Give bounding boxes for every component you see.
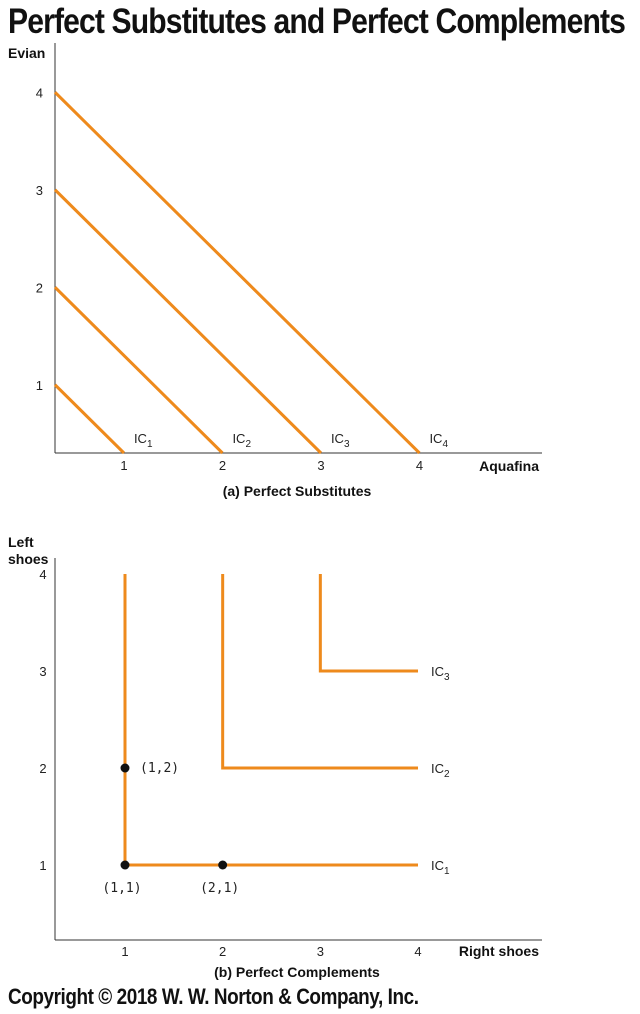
panel-a-x-tick: 3 [317, 458, 324, 473]
panel-a-x-tick: 2 [219, 458, 226, 473]
panel-b-y-label: shoes [8, 551, 49, 567]
panel-b-y-tick: 4 [39, 567, 46, 582]
panel-a-y-tick: 4 [36, 85, 43, 100]
panel-a-y-tick: 3 [36, 183, 43, 198]
panel-b-y-tick: 1 [39, 858, 46, 873]
panel-a-x-tick: 4 [416, 458, 423, 473]
page-title: Perfect Substitutes and Perfect Compleme… [8, 2, 626, 41]
panel-b-point-3 [120, 763, 130, 773]
panel-b-curve-label-1: IC1 [431, 858, 450, 877]
panel-b-x-tick: 3 [317, 944, 324, 959]
panel-b-caption: (b) Perfect Complements [214, 964, 380, 980]
panel-b-x-tick: 2 [219, 944, 226, 959]
panel-b-point-label: (2,1) [200, 881, 239, 896]
panel-a-indifference-curve-4 [53, 91, 421, 455]
copyright-notice: Copyright © 2018 W. W. Norton & Company,… [8, 984, 419, 1009]
panel-a-y-tick: 1 [36, 378, 43, 393]
panel-a-y-label: Evian [8, 45, 45, 61]
panel-b-indifference-curve-2 [221, 574, 419, 770]
panel-b-point-label: (1,1) [102, 881, 141, 896]
panel-a-indifference-curve-2 [53, 286, 224, 455]
panel-a-x-tick: 1 [120, 458, 127, 473]
panel-a-caption: (a) Perfect Substitutes [223, 483, 372, 499]
panel-b-point-1 [120, 860, 130, 870]
panel-b-x-tick: 4 [414, 944, 421, 959]
panel-b-curve-label-3: IC3 [431, 664, 450, 683]
panel-b-y-label: Left [8, 534, 34, 550]
panel-a-indifference-curve-1 [53, 383, 126, 455]
panel-b-x-label: Right shoes [459, 943, 539, 959]
panel-b-point-2 [218, 860, 228, 870]
panel-a-curve-label-3: IC3 [331, 431, 350, 450]
panel-a-indifference-curve-3 [53, 188, 323, 455]
panel-b-point-label: (1,2) [140, 761, 179, 776]
panel-b-x-tick: 1 [121, 944, 128, 959]
panel-a-curve-label-2: IC2 [232, 431, 251, 450]
panel-b-y-tick: 3 [39, 664, 46, 679]
panel-a-curve-label-1: IC1 [134, 431, 153, 450]
panel-b-curve-label-2: IC2 [431, 761, 450, 780]
panel-a-y-tick: 2 [36, 280, 43, 295]
panel-b-indifference-curve-1 [123, 574, 419, 867]
panel-a-x-label: Aquafina [479, 458, 539, 474]
panel-a-curve-label-4: IC4 [429, 431, 448, 450]
panel-b-indifference-curve-3 [318, 574, 419, 673]
panel-b-y-tick: 2 [39, 761, 46, 776]
